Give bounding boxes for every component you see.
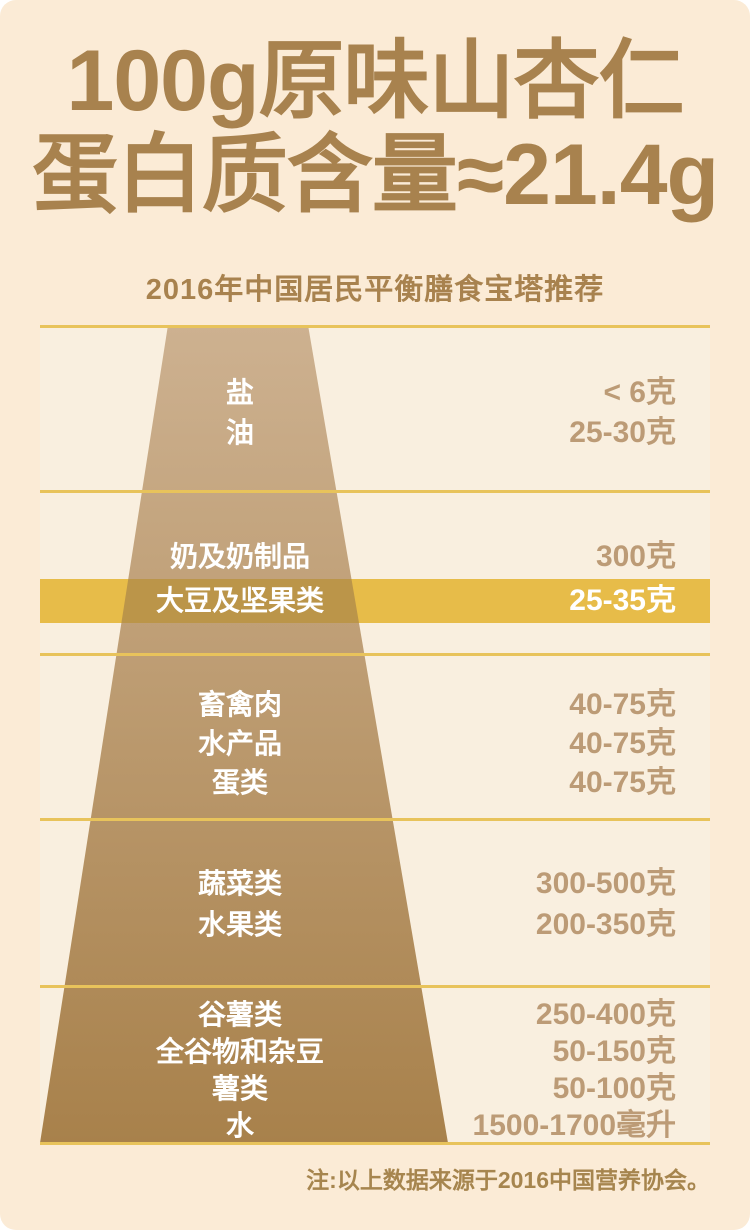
row-value: 25-30克 xyxy=(569,416,676,449)
pyramid-row: 水 1500-1700毫升 xyxy=(40,1104,710,1148)
row-value: 50-100克 xyxy=(552,1072,676,1105)
pyramid-row: 盐 < 6克 xyxy=(40,371,710,415)
row-label: 谷薯类 xyxy=(197,999,282,1030)
tier-divider xyxy=(40,325,710,328)
pyramid-row: 全谷物和杂豆 50-150克 xyxy=(40,1030,710,1074)
pyramid-row: 蛋类 40-75克 xyxy=(40,761,710,805)
tier-divider xyxy=(40,985,710,988)
row-label: 盐 xyxy=(225,377,254,408)
pyramid-subtitle: 2016年中国居民平衡膳食宝塔推荐 xyxy=(145,274,605,306)
pyramid-chart: 盐 < 6克油 25-30克奶及奶制品 300克大豆及坚果类 25-35克畜禽肉 40-7… xyxy=(40,325,710,1145)
tier-divider xyxy=(40,490,710,493)
row-value: 25-35克 xyxy=(569,584,676,617)
row-label: 全谷物和杂豆 xyxy=(155,1036,324,1067)
row-label: 大豆及坚果类 xyxy=(155,585,324,616)
row-value: 300克 xyxy=(595,540,676,573)
tier-divider xyxy=(40,653,710,656)
pyramid-row: 奶及奶制品 300克 xyxy=(40,535,710,579)
row-label: 蛋类 xyxy=(211,767,268,798)
row-value: 40-75克 xyxy=(569,766,676,799)
row-value: 50-150克 xyxy=(552,1035,676,1068)
row-label: 水产品 xyxy=(197,728,282,759)
pyramid-row: 水产品 40-75克 xyxy=(40,722,710,766)
tier-divider xyxy=(40,818,710,821)
footnote: 注:以上数据来源于2016中国营养协会。 xyxy=(306,1167,710,1193)
pyramid-row: 水果类 200-350克 xyxy=(40,903,710,947)
highlight-band-row: 大豆及坚果类 25-35克 xyxy=(40,579,710,623)
row-label: 薯类 xyxy=(211,1073,268,1104)
title-line-2: 蛋白质含量≈21.4g xyxy=(31,127,719,223)
row-value: < 6克 xyxy=(603,376,676,409)
pyramid-row: 谷薯类 250-400克 xyxy=(40,993,710,1037)
title-line-1: 100g原味山杏仁 xyxy=(66,33,684,129)
row-label: 油 xyxy=(225,417,254,448)
row-label: 水 xyxy=(225,1110,254,1141)
row-label: 水果类 xyxy=(197,909,282,940)
row-label: 奶及奶制品 xyxy=(169,541,310,572)
tier-divider xyxy=(40,1142,710,1145)
pyramid-row: 畜禽肉 40-75克 xyxy=(40,683,710,727)
row-value: 1500-1700毫升 xyxy=(472,1109,676,1142)
row-value: 40-75克 xyxy=(569,688,676,721)
page-title: 100g原味山杏仁 蛋白质含量≈21.4g xyxy=(0,34,750,222)
row-value: 300-500克 xyxy=(535,867,676,900)
row-label: 蔬菜类 xyxy=(197,868,282,899)
pyramid-row: 薯类 50-100克 xyxy=(40,1067,710,1111)
row-value: 40-75克 xyxy=(569,727,676,760)
row-value: 200-350克 xyxy=(535,908,676,941)
row-label: 畜禽肉 xyxy=(197,689,282,720)
row-value: 250-400克 xyxy=(535,998,676,1031)
pyramid-row: 蔬菜类 300-500克 xyxy=(40,862,710,906)
pyramid-row: 油 25-30克 xyxy=(40,411,710,455)
